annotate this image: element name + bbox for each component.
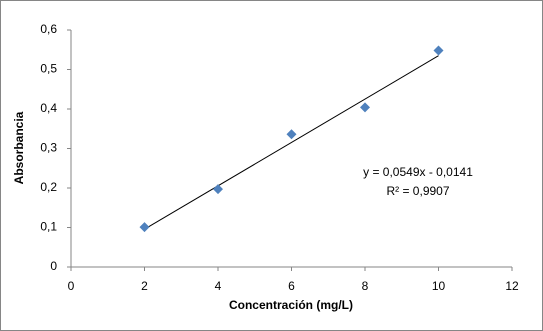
x-tick-label: 8 xyxy=(362,279,369,293)
y-axis-title: Absorbancia xyxy=(12,111,26,184)
trendline-equation: y = 0,0549x - 0,0141 xyxy=(363,165,473,179)
x-tick-label: 4 xyxy=(215,279,222,293)
x-tick-label: 0 xyxy=(68,279,75,293)
x-tick-label: 2 xyxy=(141,279,148,293)
x-tick-label: 10 xyxy=(432,279,446,293)
data-point xyxy=(286,129,297,140)
data-point xyxy=(213,184,223,195)
y-tick-label: 0,5 xyxy=(40,62,57,76)
x-tick-label: 6 xyxy=(288,279,295,293)
trendline xyxy=(144,55,439,230)
data-point xyxy=(139,222,150,233)
y-tick-label: 0,4 xyxy=(40,101,57,115)
y-tick-label: 0,6 xyxy=(40,22,57,36)
y-tick-label: 0 xyxy=(50,259,57,273)
trendline-r2: R² = 0,9907 xyxy=(386,184,449,198)
data-point xyxy=(360,102,370,113)
y-tick-label: 0,3 xyxy=(40,141,57,155)
y-tick-label: 0,2 xyxy=(40,180,57,194)
x-axis-title: Concentración (mg/L) xyxy=(229,298,353,312)
x-tick-label: 12 xyxy=(505,279,519,293)
y-tick-label: 0,1 xyxy=(40,220,57,234)
data-point xyxy=(433,45,444,56)
